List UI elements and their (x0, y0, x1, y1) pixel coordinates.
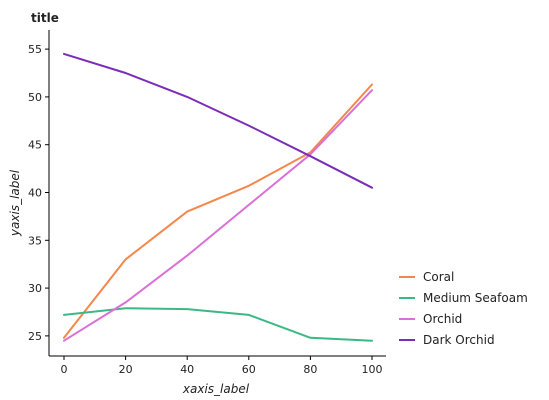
x-tick-label: 60 (242, 363, 256, 376)
legend-label-orchid: Orchid (423, 312, 462, 326)
y-axis-title: yaxis_label (8, 169, 22, 237)
series-line-dark-orchid (63, 52, 373, 189)
legend-label-dark-orchid: Dark Orchid (423, 333, 495, 347)
x-axis-title: xaxis_label (182, 382, 250, 396)
y-axis-ticks: 25 30 35 40 45 50 55 (28, 43, 49, 343)
x-tick-label: 100 (362, 363, 383, 376)
x-tick-label: 80 (303, 363, 317, 376)
y-tick-label: 40 (28, 187, 42, 200)
legend: Coral Medium Seafoam Orchid Dark Orchid (399, 270, 528, 347)
y-tick-label: 35 (28, 234, 42, 247)
y-tick-label: 50 (28, 91, 42, 104)
y-tick-label: 30 (28, 282, 42, 295)
y-tick-label: 45 (28, 139, 42, 152)
y-tick-label: 55 (28, 43, 42, 56)
y-tick-label: 25 (28, 330, 42, 343)
legend-label-medium-seafoam: Medium Seafoam (423, 291, 528, 305)
chart-title: title (31, 11, 59, 25)
x-tick-label: 40 (180, 363, 194, 376)
series-layer (63, 52, 373, 342)
series-line-coral (63, 83, 373, 339)
x-tick-label: 0 (61, 363, 68, 376)
x-axis-ticks: 0 20 40 60 80 100 (61, 356, 383, 376)
x-tick-label: 20 (119, 363, 133, 376)
legend-box (385, 257, 549, 348)
series-line-orchid (63, 89, 373, 342)
legend-label-coral: Coral (423, 270, 454, 284)
